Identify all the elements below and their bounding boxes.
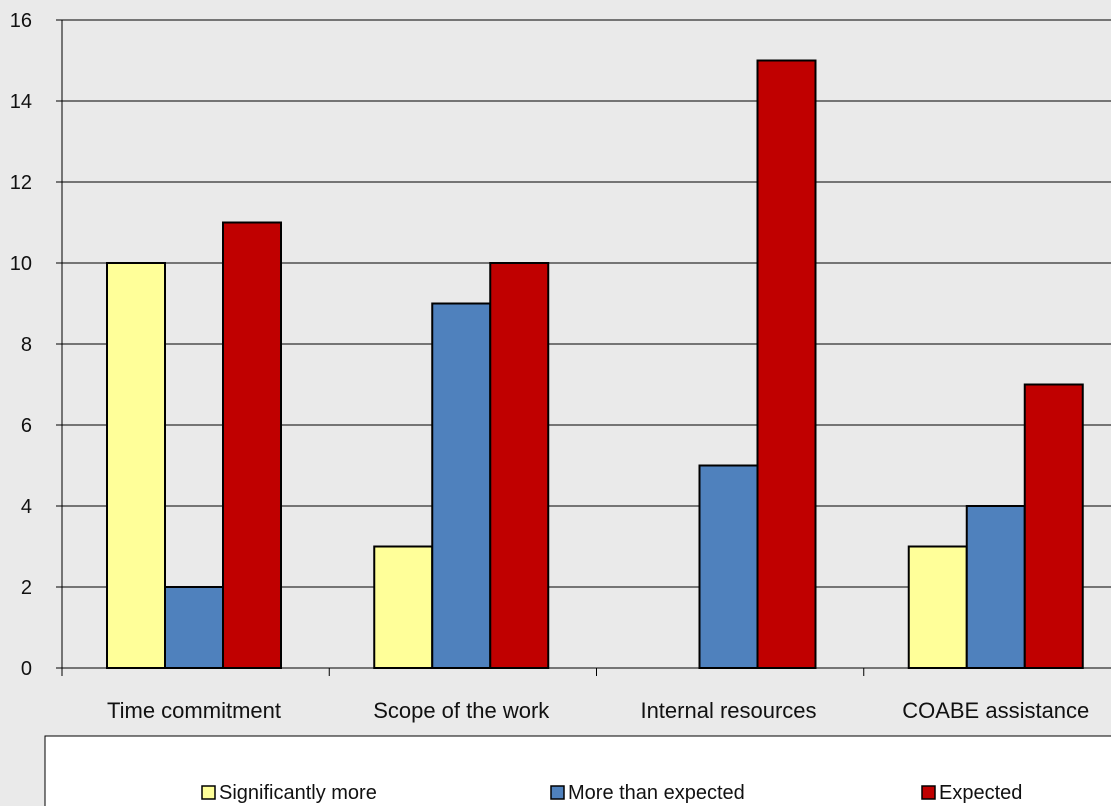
- x-category-label: Scope of the work: [373, 698, 550, 723]
- bar-more-than-expected-internal-resources: [698, 464, 759, 669]
- gridlines: [62, 19, 1111, 588]
- y-tick-label: 12: [10, 172, 32, 194]
- bar-expected-time-commitment: [222, 221, 282, 669]
- bar-expected-scope-of-the-work: [489, 262, 550, 669]
- x-category-label: COABE assistance: [902, 698, 1089, 723]
- axes: [56, 19, 1111, 676]
- legend-swatch-2: [921, 785, 936, 800]
- y-tick-label: 8: [21, 334, 32, 356]
- y-tick-label: 10: [10, 253, 32, 275]
- bars: [106, 59, 1084, 669]
- y-tick-label: 2: [21, 577, 32, 599]
- bar-expected-internal-resources: [756, 59, 817, 669]
- x-category-label: Internal resources: [640, 698, 816, 723]
- bar-more-than-expected-scope-of-the-work: [431, 302, 492, 669]
- y-tick-label: 4: [21, 496, 32, 518]
- legend: Significantly more More than expected Expe…: [44, 735, 1111, 806]
- legend-swatch-1: [550, 785, 565, 800]
- bar-significantly-more-time-commitment: [106, 262, 166, 669]
- bar-significantly-more-coabe-assistance: [907, 545, 968, 669]
- axis-labels: 0 2 4 6 8 10 12 14 16 Time commitment Scope of the…: [10, 10, 1090, 723]
- legend-swatch-0: [201, 785, 216, 800]
- y-tick-label: 6: [21, 415, 32, 437]
- bar-expected-coabe-assistance: [1023, 383, 1084, 669]
- legend-label-2: Expected: [939, 782, 1022, 804]
- legend-label-0: Significantly more: [219, 782, 377, 804]
- x-category-label: Time commitment: [107, 698, 281, 723]
- y-tick-label: 16: [10, 10, 32, 32]
- bar-more-than-expected-coabe-assistance: [965, 505, 1026, 669]
- bar-more-than-expected-time-commitment: [164, 586, 224, 669]
- legend-label-1: More than expected: [568, 782, 745, 804]
- bar-significantly-more-scope-of-the-work: [373, 545, 434, 669]
- y-tick-label: 0: [21, 658, 32, 680]
- y-tick-label: 14: [10, 91, 32, 113]
